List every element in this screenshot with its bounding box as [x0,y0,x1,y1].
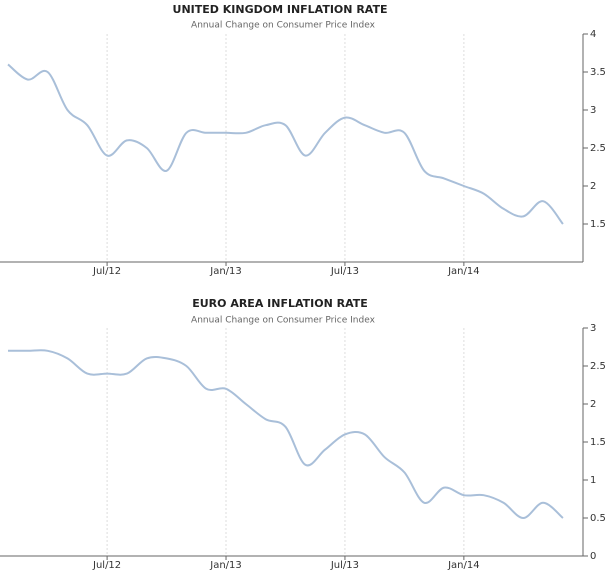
y-tick-label: 2 [590,399,596,410]
y-tick-label: 3 [590,105,596,116]
chart-subtitle: Annual Change on Consumer Price Index [191,316,376,326]
x-tick-label: Jul/13 [330,560,359,571]
y-tick-label: 1.5 [590,219,606,230]
x-tick-label: Jan/14 [447,266,480,277]
y-tick-label: 0.5 [590,513,606,524]
x-tick-label: Jan/13 [209,560,242,571]
y-tick-label: 2 [590,181,596,192]
x-tick-label: Jul/12 [92,266,121,277]
x-tick-label: Jul/13 [330,266,359,277]
y-tick-label: 2.5 [590,361,606,372]
x-tick-label: Jan/13 [209,266,242,277]
chart-title: UNITED KINGDOM INFLATION RATE [173,3,388,16]
data-line [7,63,564,225]
x-tick-label: Jul/12 [92,560,121,571]
y-tick-label: 1.5 [590,437,606,448]
chart-title: EURO AREA INFLATION RATE [192,297,368,310]
y-tick-label: 2.5 [590,143,606,154]
y-tick-label: 3.5 [590,67,606,78]
y-tick-label: 1 [590,475,596,486]
data-line [7,349,564,520]
y-tick-label: 0 [590,551,596,562]
x-tick-label: Jan/14 [447,560,480,571]
y-tick-label: 4 [590,29,596,40]
y-tick-label: 3 [590,323,596,334]
chart-subtitle: Annual Change on Consumer Price Index [191,21,376,31]
